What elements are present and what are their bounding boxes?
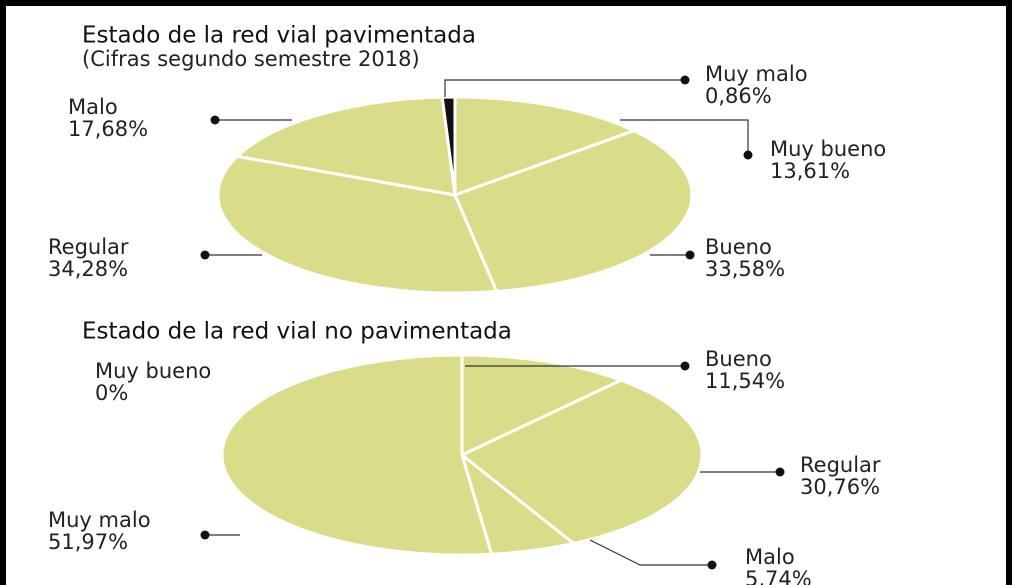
leader-dot <box>707 560 717 570</box>
leader-line <box>444 79 685 97</box>
slice-value: 13,61% <box>770 159 850 183</box>
slice-value: 51,97% <box>48 530 128 554</box>
leader-line <box>620 119 749 155</box>
leader-line <box>589 539 712 566</box>
pie-slice <box>452 129 694 294</box>
leader-dot <box>210 115 220 125</box>
slice-value: 33,58% <box>705 257 785 281</box>
slice-label: Regular <box>800 453 881 477</box>
slice-label: Malo <box>745 545 795 569</box>
slice-label: Bueno <box>705 347 772 371</box>
pie-slice <box>453 95 638 198</box>
leader-dot <box>685 250 695 260</box>
leader-dot <box>200 530 210 540</box>
leader-dot <box>775 467 785 477</box>
slice-label: Muy malo <box>48 508 151 532</box>
slice-label: Bueno <box>705 235 772 259</box>
chart-title: Estado de la red vial no pavimentada <box>82 319 512 345</box>
chart-subtitle: (Cifras segundo semestre 2018) <box>82 47 420 71</box>
slice-label: Muy bueno <box>95 359 211 383</box>
leader-dot <box>680 75 690 85</box>
pie-slice <box>460 353 626 458</box>
slice-label: Regular <box>48 235 129 259</box>
slice-value: 11,54% <box>705 369 785 393</box>
pie-slice <box>440 95 457 196</box>
slice-value: 5,74% <box>745 567 812 585</box>
pie-slice <box>234 95 457 197</box>
slice-value: 34,28% <box>48 257 128 281</box>
slice-label: Muy malo <box>705 62 808 86</box>
leader-dot <box>680 361 690 371</box>
chart-title: Estado de la red vial pavimentada <box>82 23 476 49</box>
slice-value: 0,86% <box>705 84 772 108</box>
slice-label: Muy bueno <box>770 137 886 161</box>
leader-dot <box>200 250 210 260</box>
pie-slice <box>459 378 704 546</box>
slice-value: 17,68% <box>68 117 148 141</box>
pie-slice <box>220 353 494 557</box>
slice-value: 0% <box>95 381 128 405</box>
slice-value: 30,76% <box>800 475 880 499</box>
slice-label: Malo <box>68 95 118 119</box>
leader-dot <box>743 150 753 160</box>
